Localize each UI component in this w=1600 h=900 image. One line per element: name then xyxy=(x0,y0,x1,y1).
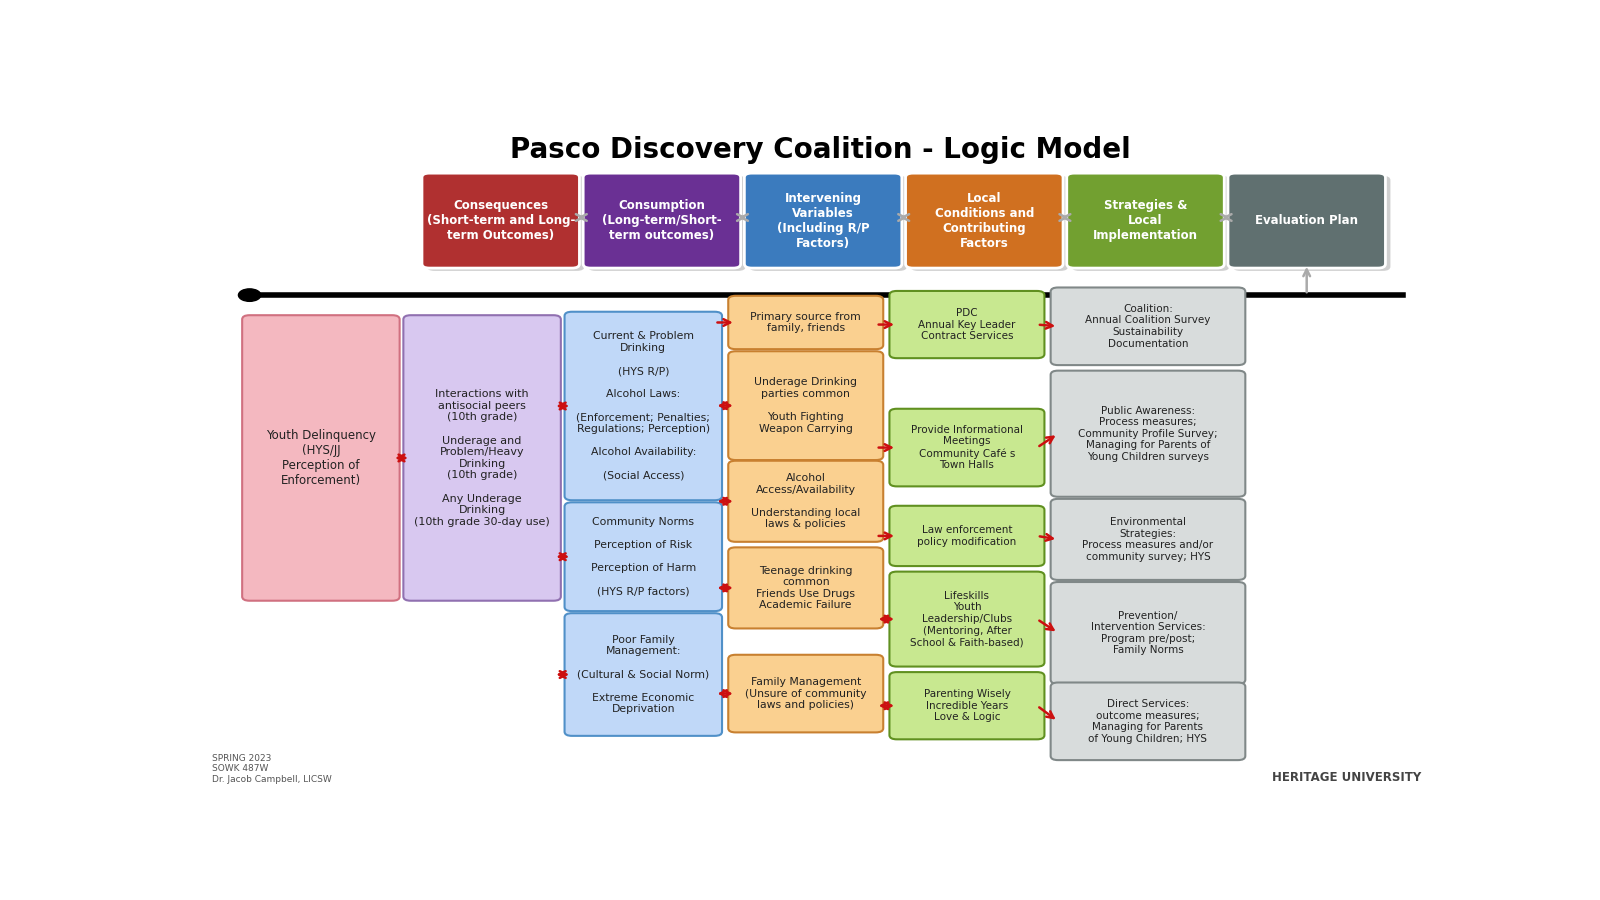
Text: Public Awareness:
Process measures;
Community Profile Survey;
Managing for Paren: Public Awareness: Process measures; Comm… xyxy=(1078,406,1218,462)
FancyBboxPatch shape xyxy=(906,173,1062,268)
Text: Law enforcement
policy modification: Law enforcement policy modification xyxy=(917,525,1016,546)
Text: SPRING 2023
SOWK 487W
Dr. Jacob Campbell, LICSW: SPRING 2023 SOWK 487W Dr. Jacob Campbell… xyxy=(213,754,333,784)
FancyBboxPatch shape xyxy=(728,655,883,733)
FancyBboxPatch shape xyxy=(565,613,722,736)
FancyBboxPatch shape xyxy=(749,176,907,271)
FancyBboxPatch shape xyxy=(1051,371,1245,497)
Text: Primary source from
family, friends: Primary source from family, friends xyxy=(750,311,861,333)
FancyBboxPatch shape xyxy=(582,173,741,268)
FancyBboxPatch shape xyxy=(1227,173,1386,268)
Text: Alcohol
Access/Availability

Understanding local
laws & policies: Alcohol Access/Availability Understandin… xyxy=(750,473,861,529)
FancyBboxPatch shape xyxy=(728,351,883,460)
Text: Consequences
(Short-term and Long-
term Outcomes): Consequences (Short-term and Long- term … xyxy=(427,199,574,242)
Text: Interactions with
antisocial peers
(10th grade)

Underage and
Problem/Heavy
Drin: Interactions with antisocial peers (10th… xyxy=(414,389,550,526)
FancyBboxPatch shape xyxy=(890,506,1045,566)
Text: Lifeskills
Youth
Leadership/Clubs
(Mentoring, After
School & Faith-based): Lifeskills Youth Leadership/Clubs (Mento… xyxy=(910,591,1024,647)
Text: Youth Delinquency
(HYS/JJ
Perception of
Enforcement): Youth Delinquency (HYS/JJ Perception of … xyxy=(266,429,376,487)
FancyBboxPatch shape xyxy=(728,296,883,349)
FancyBboxPatch shape xyxy=(1051,499,1245,580)
FancyBboxPatch shape xyxy=(422,173,579,268)
Text: PDC
Annual Key Leader
Contract Services: PDC Annual Key Leader Contract Services xyxy=(918,308,1016,341)
FancyBboxPatch shape xyxy=(890,291,1045,358)
FancyBboxPatch shape xyxy=(427,176,584,271)
FancyBboxPatch shape xyxy=(1072,176,1229,271)
FancyBboxPatch shape xyxy=(1051,287,1245,365)
FancyBboxPatch shape xyxy=(890,409,1045,486)
Text: Pasco Discovery Coalition - Logic Model: Pasco Discovery Coalition - Logic Model xyxy=(510,136,1130,164)
Text: Environmental
Strategies:
Process measures and/or
community survey; HYS: Environmental Strategies: Process measur… xyxy=(1083,517,1213,562)
Text: Provide Informational
Meetings
Community Café s
Town Halls: Provide Informational Meetings Community… xyxy=(910,425,1022,471)
FancyBboxPatch shape xyxy=(890,572,1045,667)
FancyBboxPatch shape xyxy=(242,315,400,600)
Circle shape xyxy=(238,289,261,302)
FancyBboxPatch shape xyxy=(890,672,1045,739)
Text: Consumption
(Long-term/Short-
term outcomes): Consumption (Long-term/Short- term outco… xyxy=(602,199,722,242)
Text: Teenage drinking
common
Friends Use Drugs
Academic Failure: Teenage drinking common Friends Use Drug… xyxy=(757,565,856,610)
FancyBboxPatch shape xyxy=(910,176,1069,271)
Text: Direct Services:
outcome measures;
Managing for Parents
of Young Children; HYS: Direct Services: outcome measures; Manag… xyxy=(1088,699,1208,743)
Text: Underage Drinking
parties common

Youth Fighting
Weapon Carrying: Underage Drinking parties common Youth F… xyxy=(754,377,858,434)
FancyBboxPatch shape xyxy=(1051,582,1245,684)
Text: HERITAGE UNIVERSITY: HERITAGE UNIVERSITY xyxy=(1272,770,1421,784)
FancyBboxPatch shape xyxy=(565,311,722,500)
Text: Evaluation Plan: Evaluation Plan xyxy=(1256,214,1358,227)
FancyBboxPatch shape xyxy=(728,461,883,542)
Text: Coalition:
Annual Coalition Survey
Sustainability
Documentation: Coalition: Annual Coalition Survey Susta… xyxy=(1085,304,1211,348)
FancyBboxPatch shape xyxy=(589,176,746,271)
FancyBboxPatch shape xyxy=(403,315,562,600)
Text: Community Norms

Perception of Risk

Perception of Harm

(HYS R/P factors): Community Norms Perception of Risk Perce… xyxy=(590,517,696,597)
Text: Parenting Wisely
Incredible Years
Love & Logic: Parenting Wisely Incredible Years Love &… xyxy=(923,689,1010,723)
Text: Local
Conditions and
Contributing
Factors: Local Conditions and Contributing Factor… xyxy=(934,192,1034,249)
FancyBboxPatch shape xyxy=(1067,173,1224,268)
FancyBboxPatch shape xyxy=(744,173,902,268)
FancyBboxPatch shape xyxy=(565,502,722,611)
FancyBboxPatch shape xyxy=(1234,176,1390,271)
Text: Prevention/
Intervention Services:
Program pre/post;
Family Norms: Prevention/ Intervention Services: Progr… xyxy=(1091,610,1205,655)
Text: Current & Problem
Drinking

(HYS R/P)

Alcohol Laws:

(Enforcement; Penalties;
R: Current & Problem Drinking (HYS R/P) Alc… xyxy=(576,331,710,481)
Text: Family Management
(Unsure of community
laws and policies): Family Management (Unsure of community l… xyxy=(746,677,867,710)
Text: Strategies &
Local
Implementation: Strategies & Local Implementation xyxy=(1093,199,1198,242)
Text: Intervening
Variables
(Including R/P
Factors): Intervening Variables (Including R/P Fac… xyxy=(776,192,869,249)
Text: Poor Family
Management:

(Cultural & Social Norm)

Extreme Economic
Deprivation: Poor Family Management: (Cultural & Soci… xyxy=(578,634,709,715)
FancyBboxPatch shape xyxy=(728,547,883,628)
FancyBboxPatch shape xyxy=(1051,682,1245,760)
